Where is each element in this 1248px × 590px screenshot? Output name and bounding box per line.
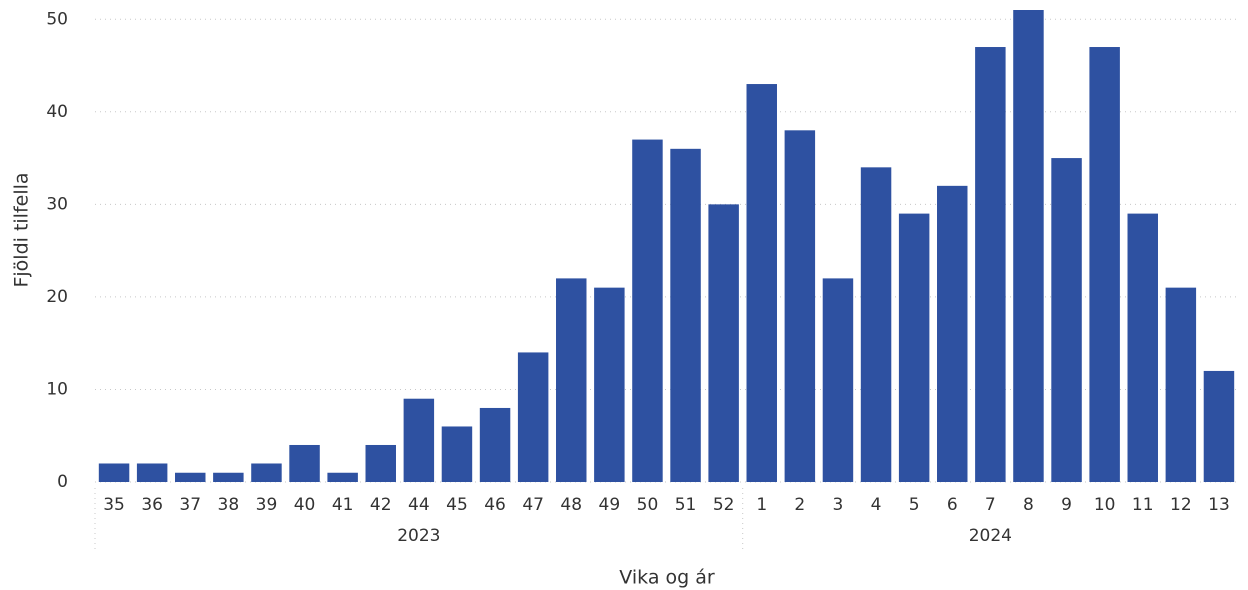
- x-tick-label: 51: [675, 495, 697, 515]
- x-tick-label: 12: [1170, 495, 1192, 515]
- group-label: 2024: [969, 526, 1012, 546]
- x-tick-label: 46: [484, 495, 506, 515]
- x-tick-label: 35: [103, 495, 125, 515]
- bar: [251, 463, 282, 482]
- bar: [517, 352, 549, 482]
- bar: [784, 130, 816, 482]
- bar: [479, 407, 511, 482]
- x-tick-label: 4: [871, 495, 882, 515]
- y-tick-label: 30: [46, 194, 68, 214]
- bar: [746, 84, 777, 482]
- bar: [822, 278, 854, 482]
- x-tick-label: 47: [522, 495, 544, 515]
- x-tick-label: 36: [141, 495, 163, 515]
- x-tick-label: 38: [218, 495, 240, 515]
- x-tick-label: 11: [1132, 495, 1154, 515]
- x-tick-label: 8: [1023, 495, 1034, 515]
- y-tick-label: 0: [57, 472, 68, 492]
- bar: [136, 463, 168, 482]
- y-tick-label: 20: [46, 287, 68, 307]
- x-tick-label: 39: [256, 495, 278, 515]
- bar: [289, 444, 320, 482]
- x-tick-label: 5: [909, 495, 920, 515]
- y-tick-label: 50: [46, 9, 68, 29]
- bar: [213, 472, 244, 482]
- x-tick-label: 1: [756, 495, 767, 515]
- x-tick-label: 48: [560, 495, 582, 515]
- x-tick-label: 50: [637, 495, 659, 515]
- x-tick-label: 41: [332, 495, 354, 515]
- x-tick-label: 42: [370, 495, 392, 515]
- x-tick-label: 6: [947, 495, 958, 515]
- bar: [1203, 370, 1235, 482]
- group-label: 2023: [397, 526, 440, 546]
- y-tick-label: 10: [46, 379, 68, 399]
- bar: [632, 139, 663, 482]
- x-axis-title: Vika og ár: [619, 567, 715, 589]
- bar: [975, 47, 1006, 483]
- bar: [441, 426, 473, 482]
- x-tick-label: 45: [446, 495, 468, 515]
- x-tick-label: 3: [833, 495, 844, 515]
- bar: [1127, 213, 1158, 482]
- bar: [860, 167, 892, 483]
- y-axis-title: Fjöldi tilfella: [11, 172, 33, 287]
- x-tick-label: 7: [985, 495, 996, 515]
- x-tick-label: 44: [408, 495, 430, 515]
- x-tick-label: 9: [1061, 495, 1072, 515]
- bar: [327, 472, 358, 482]
- bar: [594, 287, 625, 482]
- x-tick-label: 52: [713, 495, 735, 515]
- bar: [708, 204, 739, 482]
- x-tick-label: 49: [599, 495, 621, 515]
- y-tick-label: 40: [46, 102, 68, 122]
- bar: [98, 463, 130, 482]
- bar: [1013, 10, 1044, 482]
- bar: [1089, 47, 1120, 483]
- bar: [670, 148, 701, 482]
- bar: [898, 213, 930, 482]
- bar: [1051, 158, 1082, 482]
- bar: [365, 444, 396, 482]
- x-tick-label: 10: [1094, 495, 1116, 515]
- x-tick-label: 2: [794, 495, 805, 515]
- bar: [556, 278, 587, 482]
- x-tick-label: 13: [1208, 495, 1230, 515]
- x-tick-label: 37: [179, 495, 201, 515]
- bar: [403, 398, 435, 482]
- x-tick-label: 40: [294, 495, 316, 515]
- bar: [937, 185, 968, 482]
- bar: [1165, 287, 1197, 482]
- bar: [175, 472, 206, 482]
